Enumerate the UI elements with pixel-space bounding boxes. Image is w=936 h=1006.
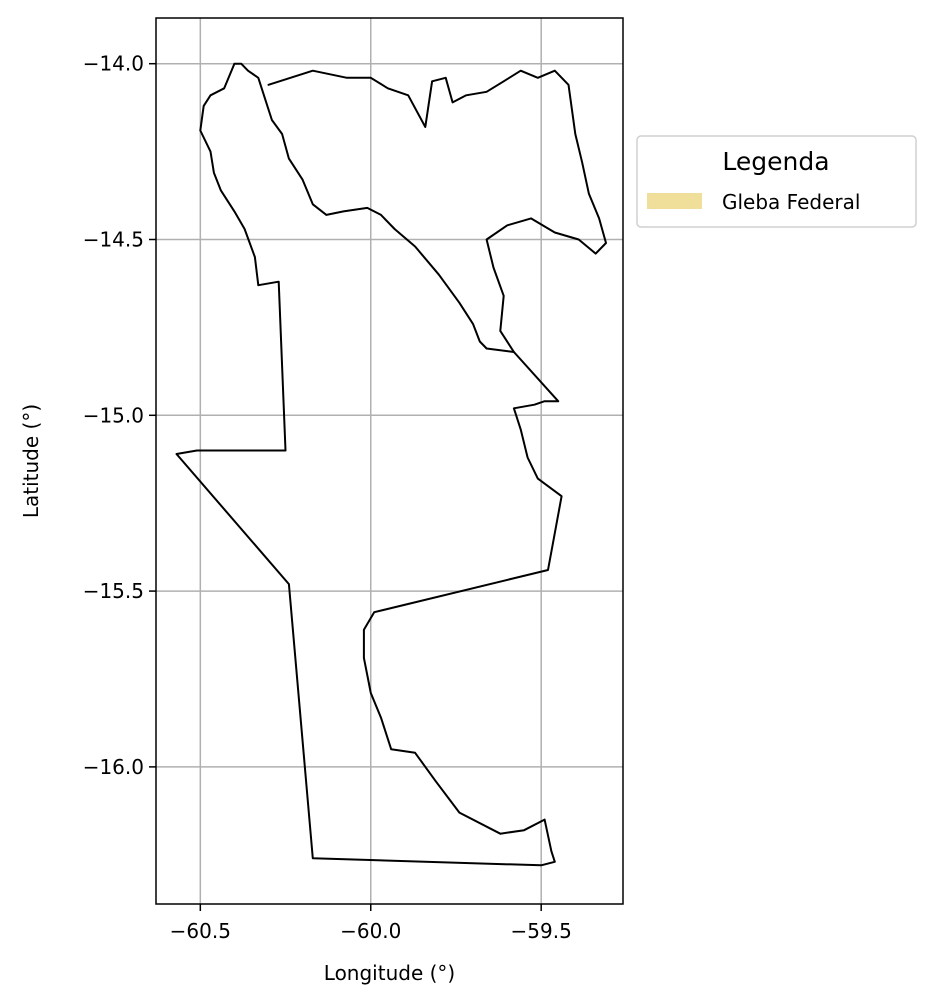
y-tick-label: −15.5	[83, 579, 144, 603]
y-tick-label: −14.0	[83, 52, 144, 76]
plot-frame	[155, 17, 624, 905]
x-tick-label: −60.0	[340, 919, 401, 943]
legend-title: Legenda	[722, 147, 829, 176]
x-tick-label: −59.5	[511, 919, 572, 943]
region-outline-1	[175, 62, 563, 867]
legend: Legenda Gleba Federal	[636, 135, 917, 228]
y-axis-ticks: −14.0 −14.5 −15.0 −15.5 −16.0	[83, 52, 156, 779]
region-outline-2	[267, 69, 607, 353]
y-tick-label: −15.0	[83, 403, 144, 427]
map-regions	[175, 62, 607, 867]
y-tick-label: −16.0	[83, 755, 144, 779]
x-axis-label: Longitude (°)	[324, 961, 455, 985]
legend-box	[636, 135, 917, 228]
legend-entry-label: Gleba Federal	[722, 190, 860, 214]
legend-swatch-gleba-federal	[647, 193, 702, 209]
y-axis-label: Latitude (°)	[19, 404, 43, 518]
x-axis-ticks: −60.5 −60.0 −59.5	[170, 904, 572, 943]
y-tick-label: −14.5	[83, 228, 144, 252]
x-tick-label: −60.5	[170, 919, 231, 943]
